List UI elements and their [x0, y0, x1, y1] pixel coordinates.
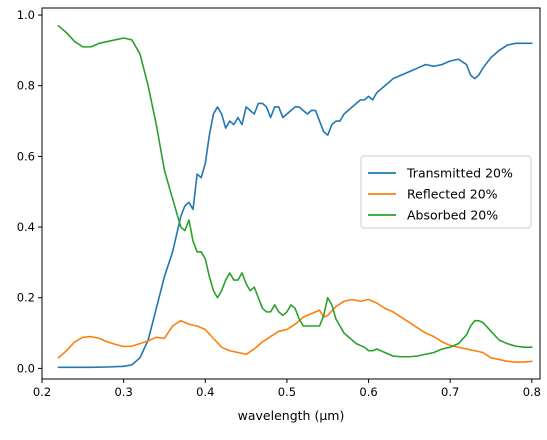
- x-tick-label: 0.8: [523, 385, 541, 399]
- legend-label-2: Reflected 20%: [407, 187, 498, 202]
- x-axis-label: wavelength (μm): [238, 408, 345, 423]
- series-layer: [57, 24, 533, 369]
- series-line-1: [57, 42, 533, 369]
- legend-label-3: Absorbed 20%: [407, 208, 498, 223]
- x-tick-label: 0.5: [278, 385, 296, 399]
- y-axis-ticks: 0.0 0.2 0.4 0.6 0.8 1.0: [17, 8, 42, 375]
- x-tick-label: 0.2: [33, 385, 51, 399]
- legend: Transmitted 20% Reflected 20% Absorbed 20%: [360, 155, 532, 229]
- legend-label-1: Transmitted 20%: [406, 166, 513, 181]
- x-tick-label: 0.4: [196, 385, 214, 399]
- x-axis-ticks: 0.2 0.3 0.4 0.5 0.6 0.7 0.8: [33, 379, 541, 399]
- y-tick-label: 0.6: [17, 149, 35, 163]
- y-tick-label: 1.0: [17, 8, 35, 22]
- plot-frame: [41, 7, 541, 380]
- y-tick-label: 0.0: [17, 361, 35, 375]
- x-tick-label: 0.7: [441, 385, 459, 399]
- series-line-3: [57, 24, 533, 358]
- x-tick-label: 0.6: [359, 385, 377, 399]
- y-tick-label: 0.2: [17, 291, 35, 305]
- legend-box: [360, 155, 532, 229]
- series-line-2: [57, 298, 533, 363]
- y-tick-label: 0.8: [17, 79, 35, 93]
- y-tick-label: 0.4: [17, 220, 35, 234]
- x-tick-label: 0.3: [114, 385, 132, 399]
